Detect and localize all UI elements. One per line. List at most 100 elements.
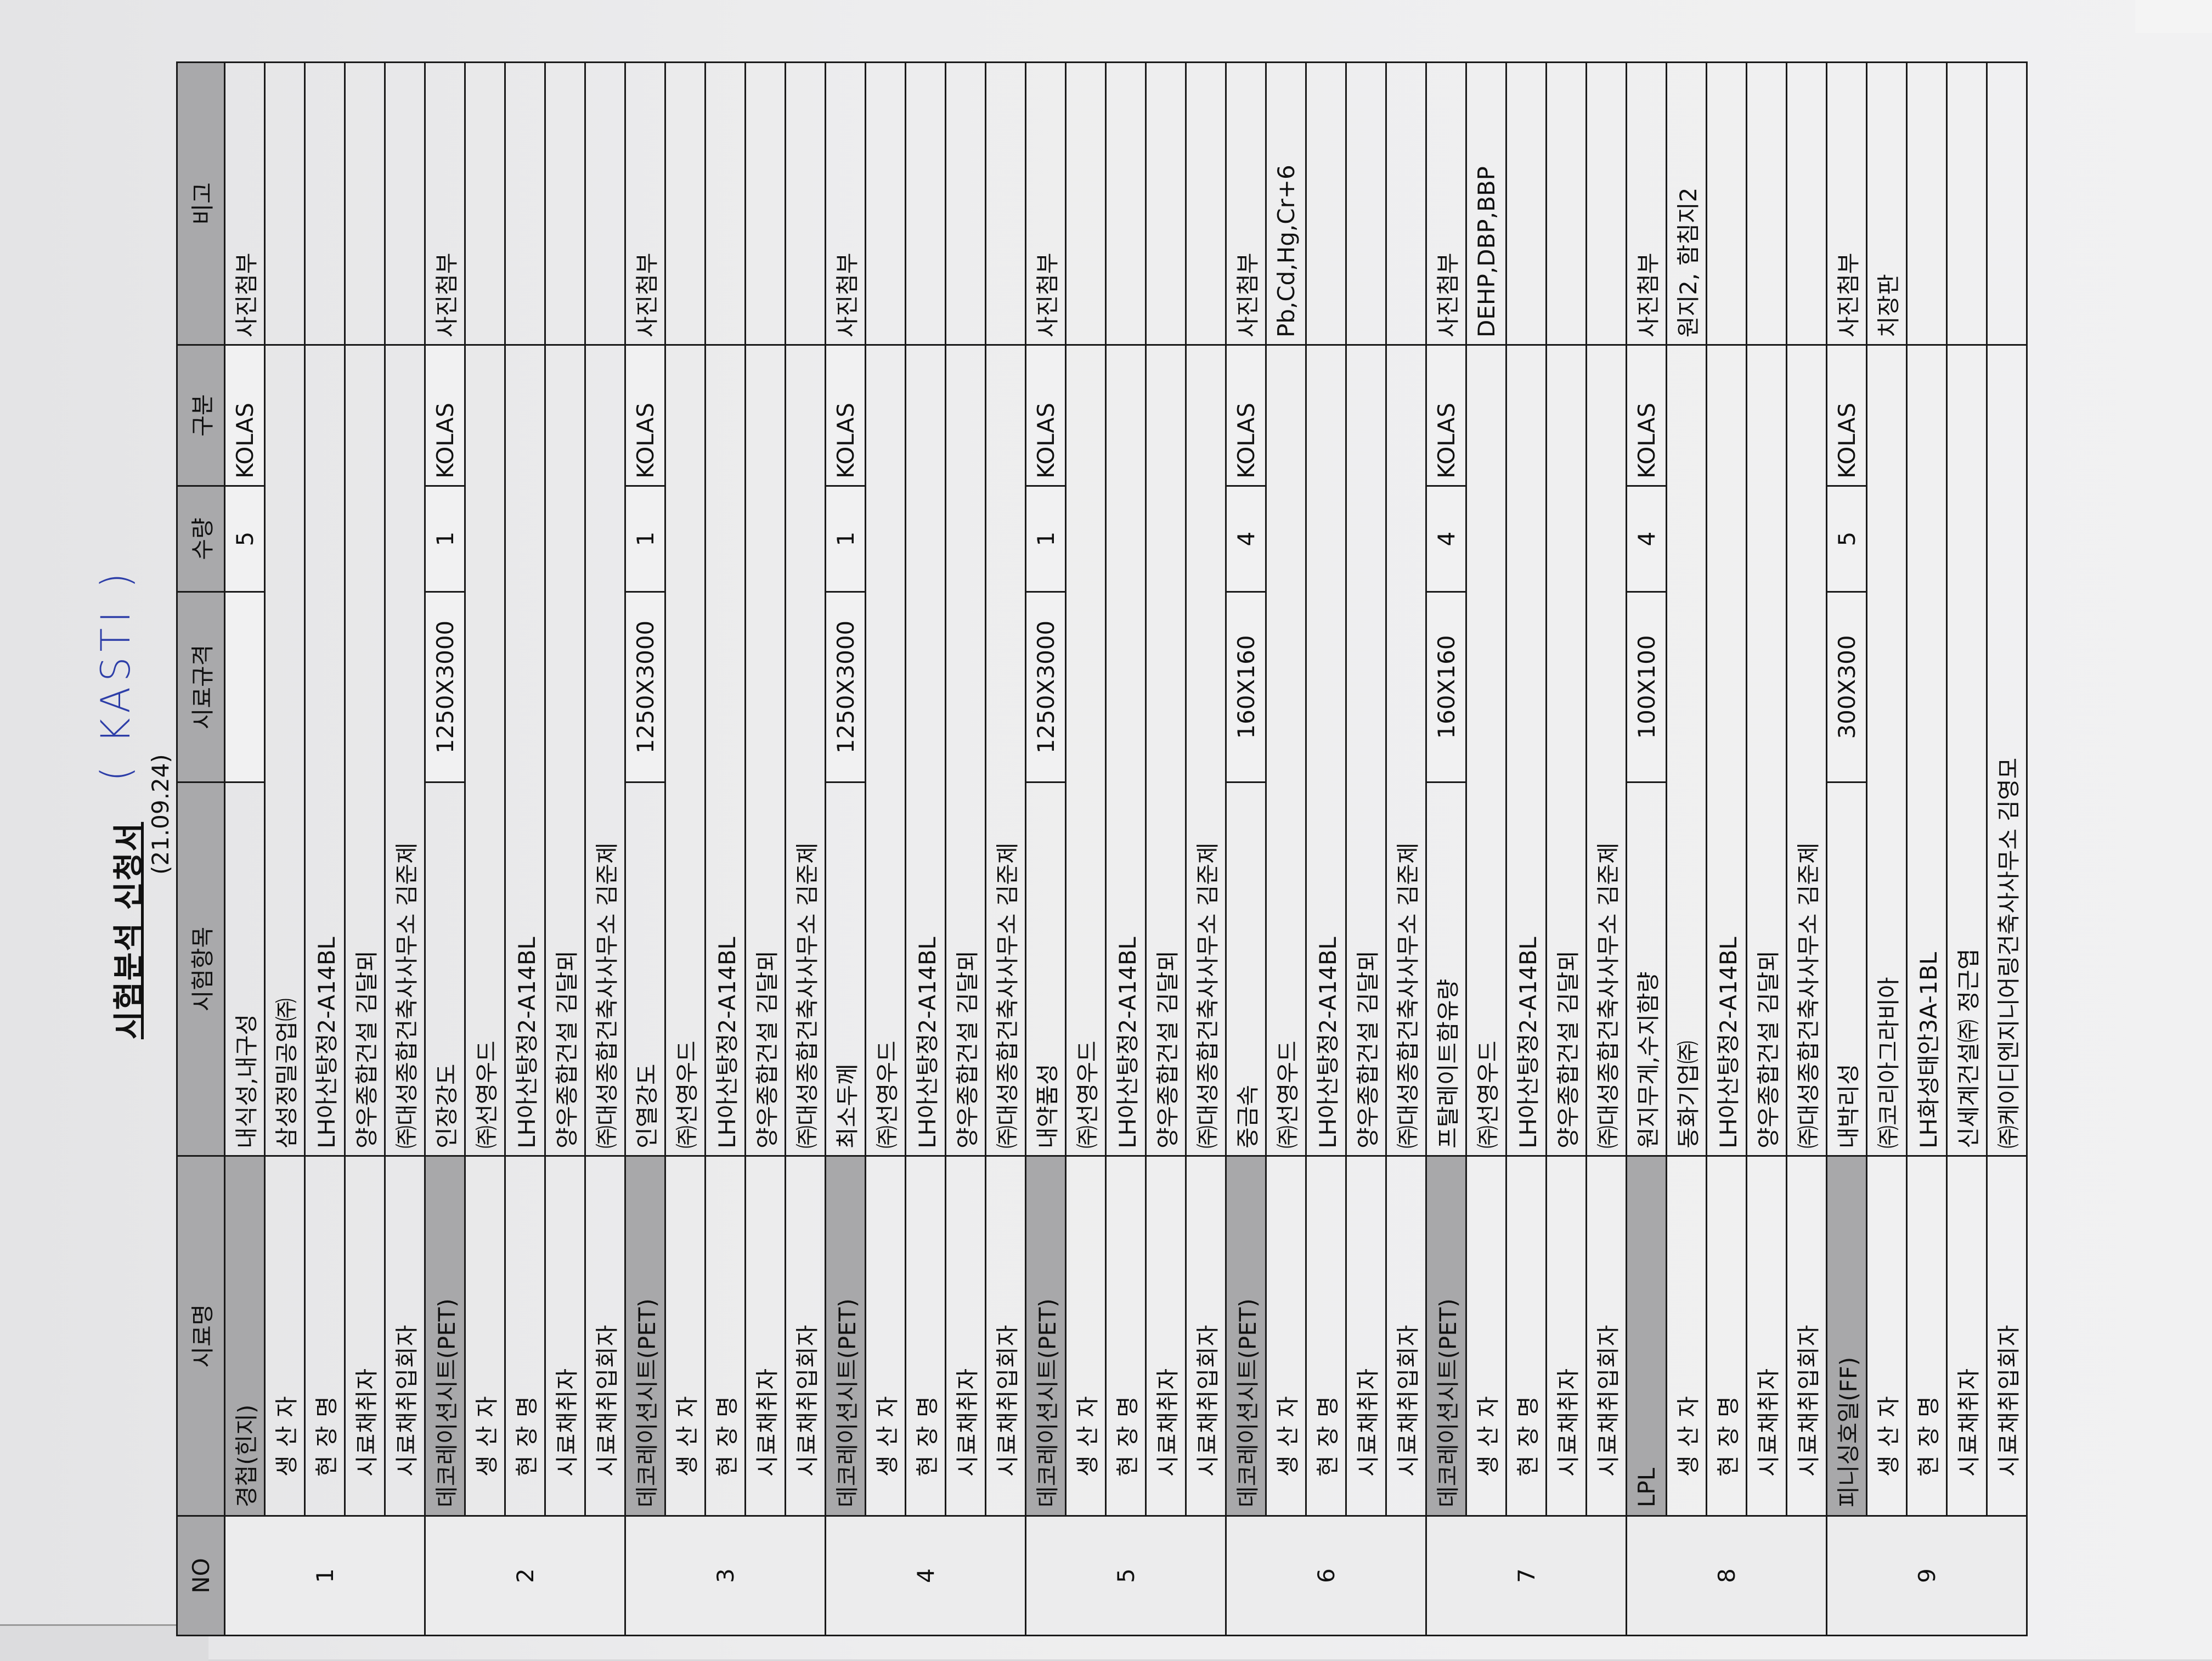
test-item: 최소두께 [825, 782, 866, 1156]
table-row-detail: 시료채취자 양우종합건설 김달뫼 [345, 62, 385, 1636]
header-category: 구분 [177, 345, 225, 486]
field-label: 생 산 자 [1065, 1156, 1106, 1516]
note [1065, 62, 1106, 345]
field-label: 시료채취입회자 [585, 1156, 625, 1516]
note: 원지2, 함침지2 [1666, 62, 1707, 345]
test-item: 내약품성 [1025, 782, 1066, 1156]
field-label: 시료채취입회자 [985, 1156, 1026, 1516]
note [1306, 62, 1346, 345]
field-label: 시료채취자 [1946, 1156, 1987, 1516]
note: 사진첨부 [1826, 62, 1867, 345]
test-item: 프탈레이트함유량 [1426, 782, 1466, 1156]
sample-name: 데코레이션시트(PET) [1025, 1156, 1066, 1516]
sample-name: 피니싱호일(FF) [1826, 1156, 1867, 1516]
field-value: 양우종합건설 김달뫼 [1746, 345, 1787, 1156]
field-label: 시료채취입회자 [385, 1156, 425, 1516]
field-label: 현 장 명 [905, 1156, 946, 1516]
table-row-detail: 시료채취입회자 ㈜대성종합건축사사무소 김준제 [585, 62, 625, 1636]
test-item: 내식성,내구성 [224, 782, 265, 1156]
note [264, 62, 305, 345]
table-header-row: NO 시료명 시험항목 시료규격 수량 구분 비고 [177, 62, 225, 1636]
underlying-sheet [0, 1624, 208, 1661]
table-row-detail: 생 산 자 동화기업㈜ 원지2, 함침지2 [1666, 62, 1707, 1636]
note [585, 62, 625, 345]
field-label: 시료채취입회자 [1987, 1156, 2027, 1516]
field-value: 양우종합건설 김달뫼 [1546, 345, 1587, 1156]
table-row-detail: 시료채취자 양우종합건설 김달뫼 [545, 62, 585, 1636]
sample-spec: 1250X3000 [425, 592, 465, 782]
field-label: 시료채취자 [1346, 1156, 1386, 1516]
sample-category: KOLAS [1626, 345, 1667, 486]
field-label: 현 장 명 [505, 1156, 545, 1516]
note [1786, 62, 1827, 345]
item-number: 6 [1226, 1516, 1426, 1636]
note [1746, 62, 1787, 345]
note [945, 62, 986, 345]
sample-qty: 1 [825, 486, 866, 592]
note: 사진첨부 [425, 62, 465, 345]
table-row-detail: 생 산 자 ㈜선영우드 [865, 62, 906, 1636]
table-row-detail: 현 장 명 LH아산탕정2-A14BL [304, 62, 345, 1636]
field-value: ㈜대성종합건축사사무소 김준제 [1586, 345, 1627, 1156]
note [385, 62, 425, 345]
field-label: 현 장 명 [1706, 1156, 1747, 1516]
item-number: 1 [224, 1516, 425, 1636]
sample-spec: 1250X3000 [625, 592, 665, 782]
sample-name: 데코레이션시트(PET) [425, 1156, 465, 1516]
note [345, 62, 385, 345]
note [1146, 62, 1186, 345]
note [705, 62, 746, 345]
note [865, 62, 906, 345]
header-sample-name: 시료명 [177, 1156, 225, 1516]
note [1386, 62, 1426, 345]
note [465, 62, 505, 345]
sample-category: KOLAS [1025, 345, 1066, 486]
table-row-sample: 9 피니싱호일(FF) 내박리성 300X300 5 KOLAS 사진첨부 [1826, 62, 2027, 1636]
table-row-detail: 시료채취자 양우종합건설 김달뫼 [1746, 62, 1787, 1636]
field-value: ㈜코리아그라비아 [1866, 345, 1907, 1156]
field-label: 시료채취자 [945, 1156, 986, 1516]
test-item: 내박리성 [1826, 782, 1867, 1156]
note: 사진첨부 [1226, 62, 1266, 345]
sample-name: LPL [1626, 1156, 1667, 1516]
sample-qty: 1 [1025, 486, 1066, 592]
field-label: 현 장 명 [705, 1156, 746, 1516]
field-value: ㈜대성종합건축사사무소 김준제 [1386, 345, 1426, 1156]
note: DEHP,DBP,BBP [1466, 62, 1506, 345]
sample-spec: 1250X3000 [825, 592, 866, 782]
table-row-detail: 생 산 자 ㈜코리아그라비아 치장판 [1866, 62, 1907, 1636]
table-row-detail: 시료채취입회자 ㈜대성종합건축사사무소 김준제 [1186, 62, 1226, 1636]
field-label: 현 장 명 [1306, 1156, 1346, 1516]
field-value: LH아산탕정2-A14BL [1706, 345, 1747, 1156]
table-row-detail: 현 장 명 LH아산탕정2-A14BL [905, 62, 946, 1636]
sample-qty: 1 [425, 486, 465, 592]
table-row-sample: 4 데코레이션시트(PET) 최소두께 1250X3000 1 KOLAS 사진첨부 [825, 62, 1026, 1636]
field-label: 생 산 자 [1266, 1156, 1306, 1516]
sample-spec: 160X160 [1426, 592, 1466, 782]
sample-category: KOLAS [1426, 345, 1466, 486]
table-row-detail: 시료채취자 양우종합건설 김달뫼 [945, 62, 986, 1636]
table-row-detail: 현 장 명 LH아산탕정2-A14BL [1706, 62, 1747, 1636]
note [785, 62, 826, 345]
header-qty: 수량 [177, 486, 225, 592]
note: 사진첨부 [224, 62, 265, 345]
field-value: ㈜대성종합건축사사무소 김준제 [1786, 345, 1827, 1156]
note [304, 62, 345, 345]
field-value: ㈜선영우드 [665, 345, 706, 1156]
note: 사진첨부 [1626, 62, 1667, 345]
field-label: 생 산 자 [465, 1156, 505, 1516]
sample-name: 경첩(힌지) [224, 1156, 265, 1516]
table-body: 1 경첩(힌지) 내식성,내구성 5 KOLAS 사진첨부 생 산 자 삼성정밀공업㈜ 현 장 … [224, 62, 2027, 1636]
field-value: ㈜케이디엔지니어링건축사사무소 김영모 [1987, 345, 2027, 1156]
table-row-detail: 시료채취입회자 ㈜대성종합건축사사무소 김준제 [985, 62, 1026, 1636]
sample-qty: 4 [1226, 486, 1266, 592]
sample-qty: 4 [1426, 486, 1466, 592]
note [1906, 62, 1947, 345]
table-row-detail: 생 산 자 ㈜선영우드 [465, 62, 505, 1636]
table-row-detail: 시료채취입회자 ㈜대성종합건축사사무소 김준제 [1786, 62, 1827, 1636]
header-spec: 시료규격 [177, 592, 225, 782]
sample-qty: 4 [1626, 486, 1667, 592]
table-row-sample: 6 데코레이션시트(PET) 중금속 160X160 4 KOLAS 사진첨부 [1226, 62, 1426, 1636]
field-label: 생 산 자 [1666, 1156, 1707, 1516]
sample-spec: 100X100 [1626, 592, 1667, 782]
